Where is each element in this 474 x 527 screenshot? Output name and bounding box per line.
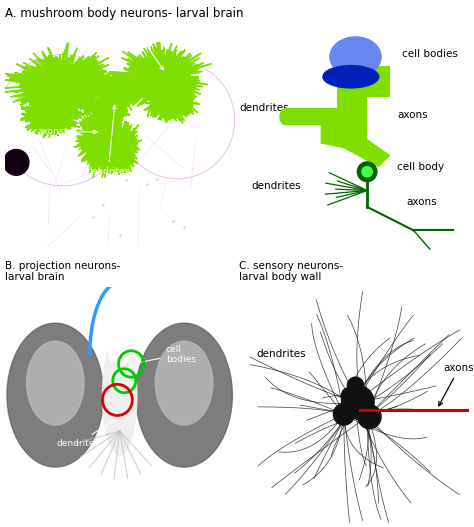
Ellipse shape [330, 37, 381, 77]
Ellipse shape [323, 66, 379, 88]
Text: dendrites: dendrites [87, 105, 130, 176]
Ellipse shape [108, 329, 131, 365]
Ellipse shape [280, 109, 292, 125]
Circle shape [342, 386, 374, 419]
Circle shape [342, 388, 356, 402]
Polygon shape [0, 43, 126, 132]
Polygon shape [141, 79, 200, 123]
Polygon shape [107, 42, 211, 118]
Ellipse shape [7, 323, 104, 467]
Circle shape [358, 405, 381, 428]
Text: cell body: cell body [397, 162, 445, 172]
Text: cell
bodies: cell bodies [123, 23, 164, 70]
Polygon shape [85, 92, 130, 124]
Polygon shape [93, 72, 146, 111]
Text: dendrites: dendrites [57, 419, 116, 447]
Circle shape [4, 150, 29, 175]
Ellipse shape [136, 323, 232, 467]
Circle shape [347, 377, 364, 394]
Text: axons: axons [37, 128, 97, 136]
Text: axons: axons [407, 197, 437, 207]
Text: dendrites: dendrites [251, 181, 301, 191]
Polygon shape [367, 66, 390, 97]
Text: A. mushroom body neurons- larval brain: A. mushroom body neurons- larval brain [5, 7, 243, 19]
Text: dendrites: dendrites [239, 103, 289, 113]
Polygon shape [74, 101, 129, 178]
Text: cell bodies: cell bodies [402, 50, 458, 60]
Polygon shape [20, 91, 88, 138]
Text: axons: axons [59, 290, 97, 300]
Ellipse shape [155, 341, 213, 425]
Text: dendrites: dendrites [256, 349, 306, 359]
Text: cell
bodies: cell bodies [135, 345, 196, 364]
Polygon shape [337, 87, 367, 125]
Text: B. projection neurons-
larval brain: B. projection neurons- larval brain [5, 261, 120, 282]
Ellipse shape [102, 335, 137, 455]
Polygon shape [286, 109, 337, 125]
Ellipse shape [27, 341, 84, 425]
Circle shape [333, 404, 355, 425]
Polygon shape [98, 121, 142, 175]
Text: axons: axons [397, 111, 428, 121]
Polygon shape [320, 125, 390, 167]
Circle shape [357, 162, 377, 182]
Circle shape [362, 167, 372, 177]
Text: axons: axons [439, 363, 474, 406]
Text: C. sensory neurons-
larval body wall: C. sensory neurons- larval body wall [239, 261, 344, 282]
